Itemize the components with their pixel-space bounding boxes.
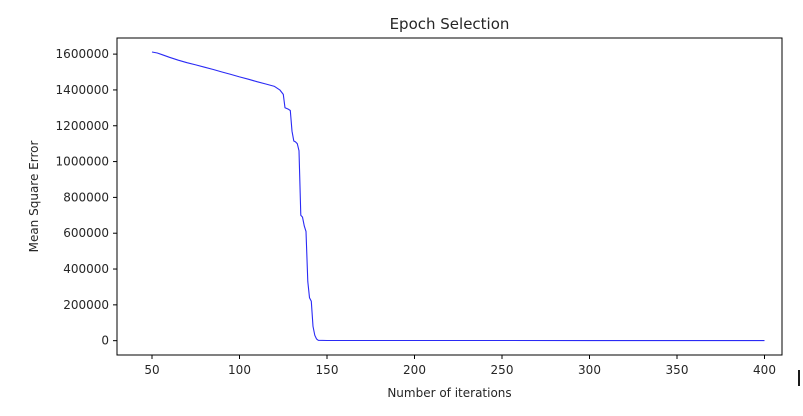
y-tick-label: 600000 xyxy=(63,226,109,240)
x-tick-label: 250 xyxy=(491,363,514,377)
y-tick-label: 200000 xyxy=(63,298,109,312)
x-tick-label: 150 xyxy=(316,363,339,377)
y-tick-label: 1400000 xyxy=(56,83,109,97)
axes-frame xyxy=(116,37,783,356)
chart-title: Epoch Selection xyxy=(390,15,510,33)
edge-mark xyxy=(798,370,800,386)
y-tick-label: 1600000 xyxy=(56,47,109,61)
y-tick-label: 400000 xyxy=(63,262,109,276)
x-tick-label: 400 xyxy=(753,363,776,377)
y-tick-label: 1200000 xyxy=(56,119,109,133)
x-tick-label: 350 xyxy=(666,363,689,377)
x-tick-label: 50 xyxy=(144,363,159,377)
y-axis-label: Mean Square Error xyxy=(27,141,41,253)
tick-group: 50 100 150 200 250 300 350 400 0 200000 400000 6000… xyxy=(56,47,776,377)
series-line-mse xyxy=(151,51,765,342)
x-tick-label: 200 xyxy=(403,363,426,377)
y-tick-label: 0 xyxy=(101,334,109,348)
x-tick-label: 300 xyxy=(578,363,601,377)
x-tick-label: 100 xyxy=(228,363,251,377)
y-tick-label: 1000000 xyxy=(56,155,109,169)
x-axis-label: Number of iterations xyxy=(387,386,511,400)
y-tick-label: 800000 xyxy=(63,190,109,204)
